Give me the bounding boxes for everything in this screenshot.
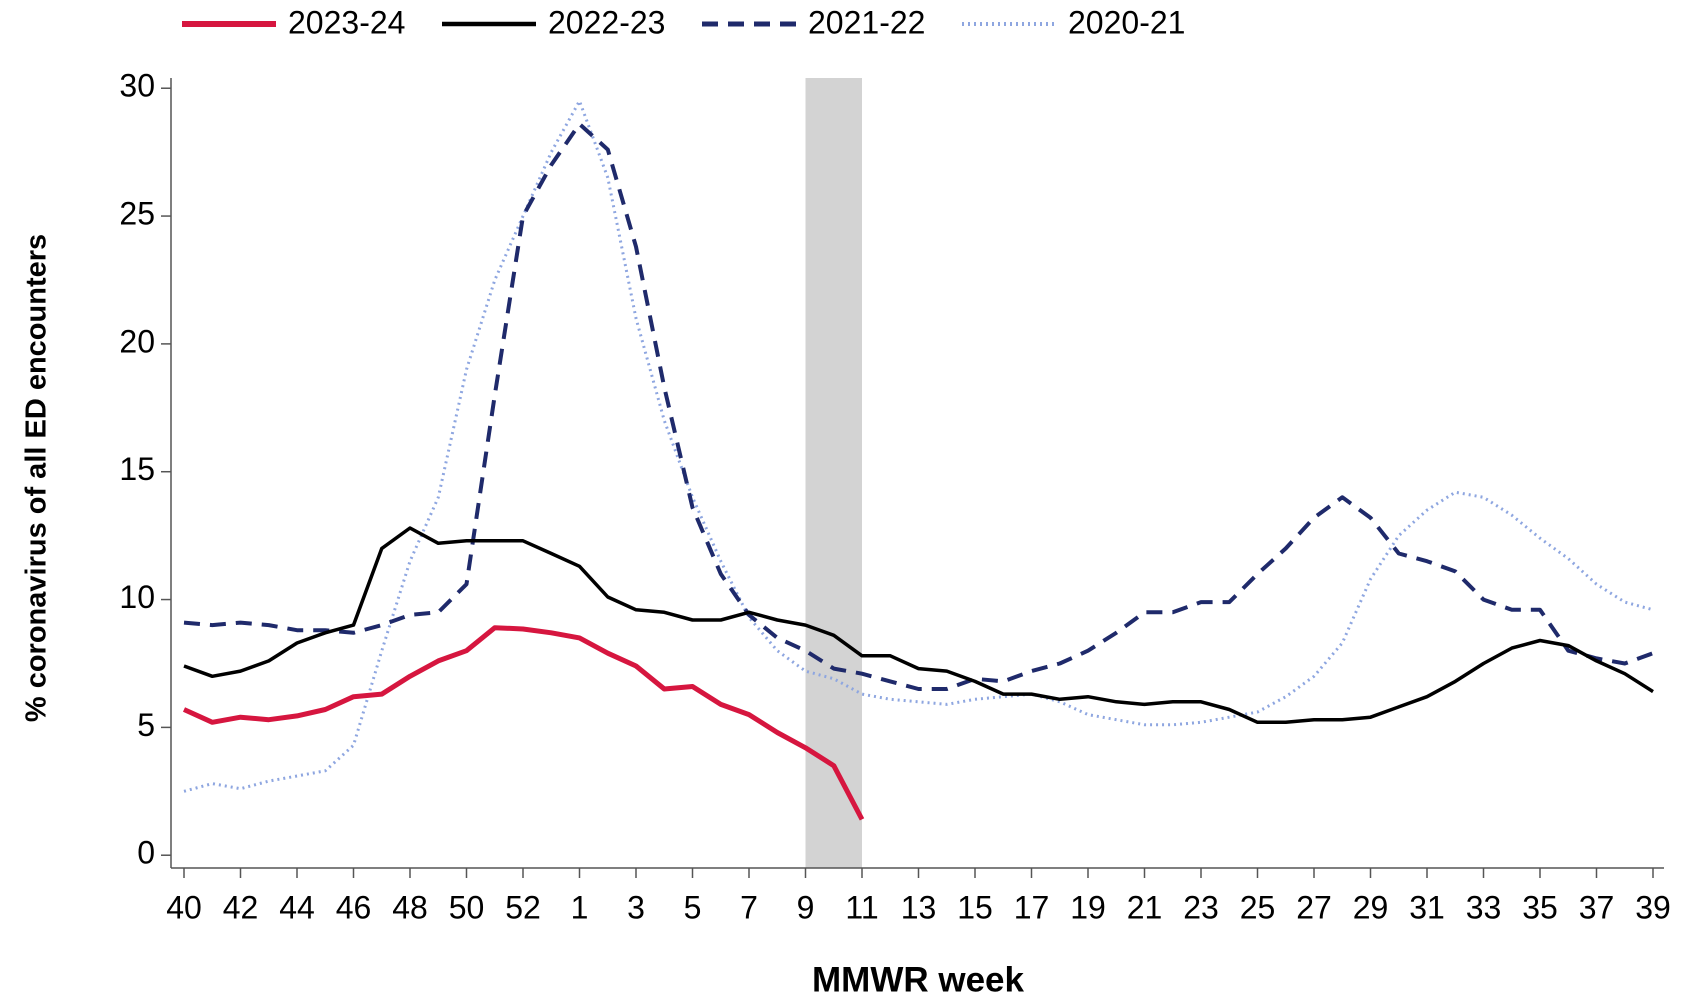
x-tick-label: 13: [901, 889, 937, 925]
x-tick-label: 46: [336, 889, 372, 925]
x-tick-label: 1: [571, 889, 589, 925]
x-tick-label: 44: [279, 889, 315, 925]
y-tick-label: 25: [119, 196, 155, 232]
x-tick-label: 33: [1466, 889, 1502, 925]
x-tick-label: 19: [1070, 889, 1106, 925]
x-tick-label: 37: [1579, 889, 1615, 925]
x-tick-label: 42: [223, 889, 259, 925]
y-tick-label: 20: [119, 323, 155, 359]
x-tick-label: 27: [1296, 889, 1332, 925]
x-tick-label: 52: [505, 889, 541, 925]
legend-label: 2021-22: [808, 4, 925, 40]
y-tick-label: 0: [137, 835, 155, 871]
series-line: [183, 526, 1654, 725]
x-tick-label: 25: [1240, 889, 1276, 925]
x-tick-label: 35: [1522, 889, 1558, 925]
y-axis-title: % coronavirus of all ED encounters: [21, 234, 53, 722]
x-tick-label: 9: [797, 889, 815, 925]
series-line: [183, 99, 1654, 793]
x-tick-label: 29: [1353, 889, 1389, 925]
y-tick-label: 15: [119, 451, 155, 487]
x-tick-label: 48: [392, 889, 428, 925]
x-tick-label: 11: [845, 889, 878, 925]
y-tick-label: 10: [119, 579, 155, 615]
x-tick-label: 39: [1635, 889, 1671, 925]
shaded-region: [805, 78, 862, 868]
x-tick-label: 7: [740, 889, 758, 925]
x-axis-title: MMWR week: [812, 960, 1025, 999]
series-line: [182, 625, 865, 821]
legend-label: 2020-21: [1068, 4, 1185, 40]
series-line: [183, 122, 1654, 691]
y-tick-label: 5: [137, 707, 155, 743]
y-tick-label: 30: [119, 68, 155, 104]
x-tick-label: 21: [1127, 889, 1163, 925]
x-tick-label: 23: [1183, 889, 1219, 925]
x-tick-label: 5: [684, 889, 702, 925]
x-tick-label: 15: [957, 889, 993, 925]
x-tick-label: 31: [1409, 889, 1445, 925]
x-tick-label: 50: [449, 889, 485, 925]
x-tick-label: 3: [627, 889, 645, 925]
legend-label: 2023-24: [288, 4, 405, 40]
x-tick-label: 40: [166, 889, 202, 925]
legend-label: 2022-23: [548, 4, 665, 40]
x-tick-label: 17: [1014, 889, 1050, 925]
